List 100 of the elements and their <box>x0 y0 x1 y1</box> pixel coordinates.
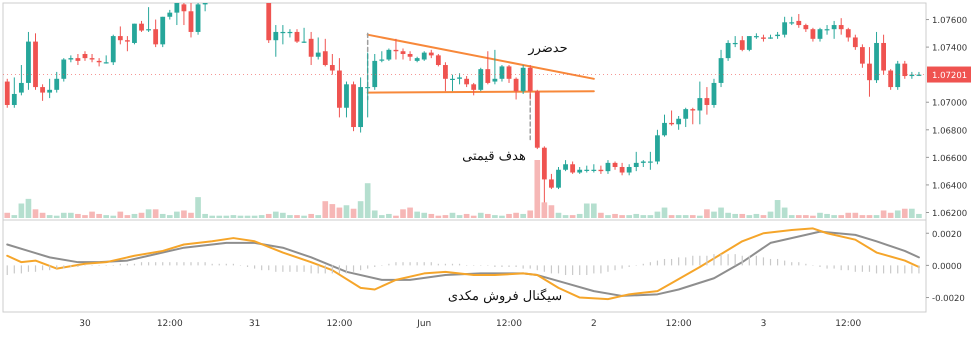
annotation: سیگنال فروش مکدی <box>448 288 562 304</box>
candlestick <box>422 50 427 62</box>
y-tick-label: 1.07600 <box>932 16 968 26</box>
candlestick <box>824 24 830 36</box>
candlestick <box>620 162 625 176</box>
x-tick-label: 30 <box>79 319 91 329</box>
y-tick-label: 1.06200 <box>932 208 968 219</box>
candlestick <box>782 16 788 38</box>
candlestick <box>712 78 716 108</box>
candlestick <box>471 82 476 96</box>
x-tick-label: 12:00 <box>156 319 184 329</box>
candlestick <box>330 53 335 76</box>
x-tick-label: Jun <box>416 319 432 329</box>
candlestick <box>888 68 894 90</box>
candlestick <box>478 67 484 92</box>
candlestick <box>436 53 441 67</box>
candlestick <box>520 64 526 94</box>
bar <box>266 214 272 218</box>
bar <box>704 209 710 218</box>
bar <box>484 214 491 218</box>
candlestick <box>690 107 696 125</box>
candlestick <box>704 86 710 116</box>
bar <box>668 215 674 218</box>
candlestick <box>606 160 610 174</box>
y-tick-label: 1.07400 <box>932 44 968 54</box>
x-tick-label: 12:00 <box>666 319 692 329</box>
y-tick-label: 0.0020 <box>932 230 962 240</box>
bar <box>598 212 604 218</box>
candlestick <box>485 50 490 85</box>
candlestick <box>818 27 822 42</box>
candlestick <box>570 160 576 174</box>
bar <box>132 214 138 218</box>
bar <box>520 214 526 218</box>
candlestick <box>697 81 702 125</box>
candlestick <box>302 27 306 44</box>
candlestick <box>294 28 300 44</box>
annotation: هدف قیمتی <box>462 149 526 164</box>
bar <box>902 208 908 218</box>
candlestick <box>810 27 816 42</box>
x-tick-label: 2 <box>590 319 597 329</box>
bar <box>874 215 880 218</box>
candlestick <box>273 24 278 58</box>
x-tick-label: 12:00 <box>496 319 522 329</box>
candlestick <box>838 18 844 36</box>
bar <box>138 212 144 218</box>
candlestick <box>832 20 837 40</box>
candlestick <box>500 64 504 82</box>
candlestick <box>408 50 412 62</box>
candlestick <box>549 173 554 190</box>
candlestick <box>514 76 518 100</box>
bar <box>570 215 576 218</box>
candlestick <box>683 107 688 128</box>
candlestick <box>662 114 667 138</box>
x-tick-label: 31 <box>248 319 260 329</box>
candlestick <box>846 27 851 42</box>
y-tick-label: 1.06400 <box>932 181 968 192</box>
candlestick <box>492 49 498 85</box>
candlestick <box>344 81 349 118</box>
candlestick <box>443 62 448 92</box>
candlestick <box>563 160 568 172</box>
y-tick-label: -0.0020 <box>932 294 965 304</box>
bar <box>152 209 158 218</box>
y-tick-label: 1.06600 <box>932 154 968 164</box>
candlestick <box>746 36 752 52</box>
candlestick <box>852 34 858 50</box>
candlestick <box>860 44 865 68</box>
bar <box>344 205 350 218</box>
bar <box>894 210 901 218</box>
x-tick-label: 3 <box>760 319 766 329</box>
candlestick <box>669 110 674 126</box>
candlestick <box>676 116 682 130</box>
candlestick <box>308 31 314 66</box>
bar <box>4 212 10 218</box>
candlestick <box>726 40 731 62</box>
x-tick-label: 12:00 <box>835 319 862 329</box>
candlestick <box>902 60 908 80</box>
candlestick <box>556 166 561 190</box>
bar <box>294 215 300 218</box>
y-tick-label: 1.06800 <box>932 126 968 136</box>
candlestick <box>316 36 321 60</box>
candlestick <box>464 76 470 88</box>
candlestick <box>796 14 802 28</box>
bar <box>146 209 152 218</box>
x-tick-label: 12:00 <box>326 319 353 329</box>
annotation: حدضرر <box>527 41 568 56</box>
bar <box>478 212 484 218</box>
candlestick <box>386 48 392 62</box>
y-tick-label: 1.07000 <box>932 98 968 109</box>
candlestick <box>506 64 512 84</box>
candlestick <box>400 48 406 60</box>
candlestick <box>626 164 632 176</box>
bar <box>315 215 322 218</box>
bar <box>350 208 356 218</box>
bar <box>308 214 314 218</box>
candlestick <box>895 60 900 90</box>
y-tick-label: 0.0000 <box>932 262 962 272</box>
bar <box>760 215 766 218</box>
bar <box>739 214 746 218</box>
candlestick <box>740 36 745 52</box>
candlestick <box>867 46 872 98</box>
